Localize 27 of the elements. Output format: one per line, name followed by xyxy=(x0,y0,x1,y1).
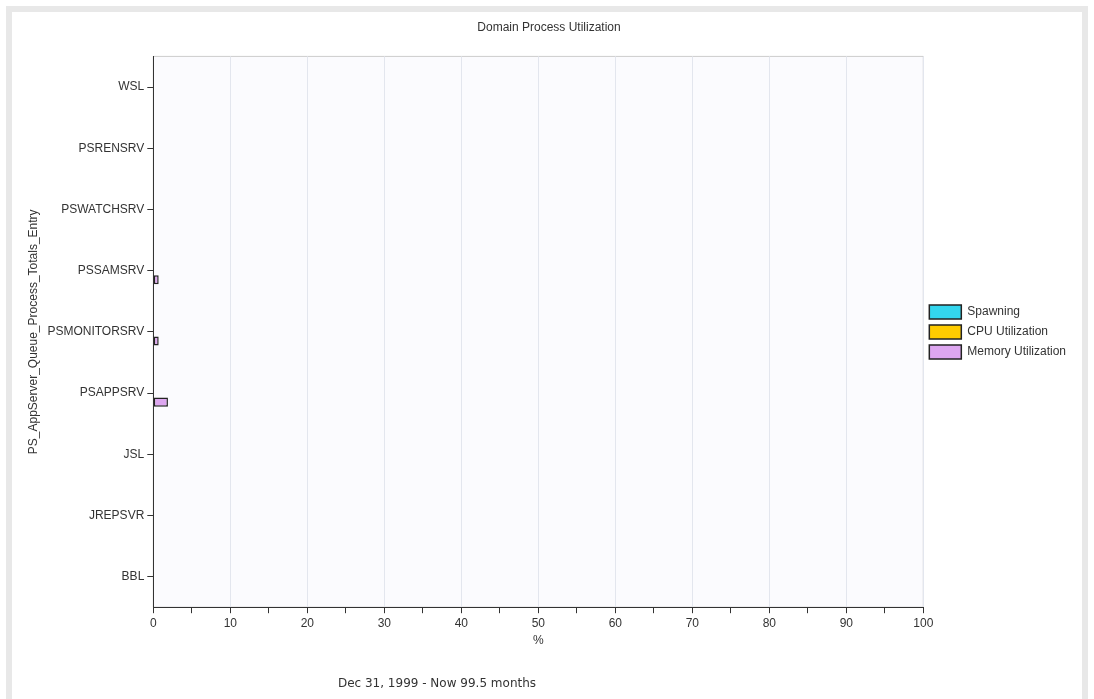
text: Dec 31, 1999 - Now 99.5 months xyxy=(336,676,538,690)
x-tick-label: 10 xyxy=(223,615,238,630)
y-tick-label: BBL xyxy=(121,568,145,583)
chart-title: Domain Process Utilization xyxy=(477,19,621,34)
y-tick-label: PSAPPSRV xyxy=(79,385,145,400)
x-tick-label: 70 xyxy=(685,615,700,630)
y-tick-label: PSMONITORSRV xyxy=(47,324,145,339)
x-tick-label: 0 xyxy=(149,615,157,630)
y-tick-label: PSRENSRV xyxy=(78,140,145,155)
x-axis-title: % xyxy=(532,633,544,648)
y-tick-label: PSSAMSRV xyxy=(77,262,145,277)
legend-label: Spawning xyxy=(967,304,1021,319)
x-tick-label: 100 xyxy=(913,615,934,630)
x-tick-label: 60 xyxy=(608,615,623,630)
y-tick-label: WSL xyxy=(118,79,145,94)
y-tick-label: JSL xyxy=(123,446,145,461)
x-tick-label: 80 xyxy=(762,615,777,630)
x-tick-label: 90 xyxy=(839,615,854,630)
y-tick-label: JREPSVR xyxy=(88,507,145,522)
x-tick-label: 50 xyxy=(531,615,546,630)
x-tick-label: 20 xyxy=(300,615,315,630)
legend-label: CPU Utilization xyxy=(967,324,1049,339)
y-axis-title: PS_AppServer_Queue_Process_Totals_Entry xyxy=(25,209,40,455)
x-tick-label: 30 xyxy=(377,615,392,630)
y-tick-label: PSWATCHSRV xyxy=(61,201,145,216)
legend-label: Memory Utilization xyxy=(967,344,1067,359)
x-tick-label: 40 xyxy=(454,615,469,630)
